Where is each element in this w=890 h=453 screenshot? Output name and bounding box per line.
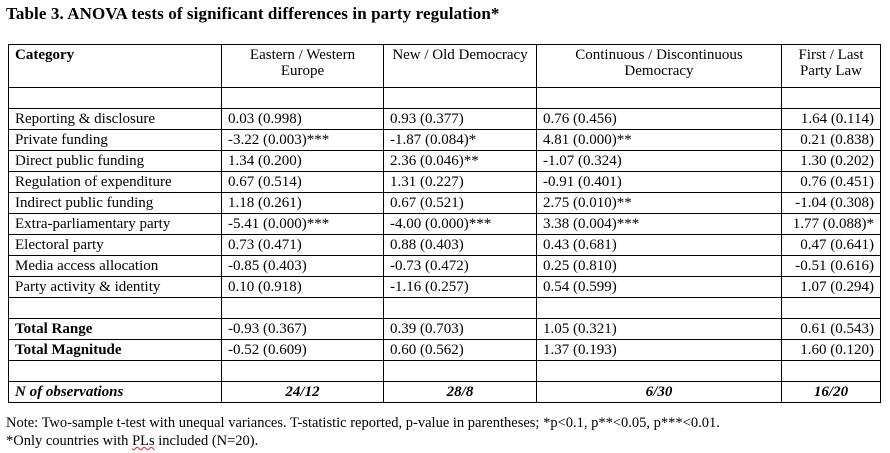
cell-category: Total Magnitude bbox=[8, 339, 222, 361]
cell-new-old: 0.67 (0.521) bbox=[383, 192, 537, 214]
cell-eastern-western: 24/12 bbox=[221, 381, 384, 403]
cell-new-old: -0.73 (0.472) bbox=[383, 255, 537, 277]
cell-first-last: -1.04 (0.308) bbox=[781, 192, 881, 214]
table-row: Reporting & disclosure 0.03 (0.998) 0.93 (… bbox=[8, 108, 881, 130]
cell-first-last: -0.51 (0.616) bbox=[781, 255, 881, 277]
cell-first-last: 1.77 (0.088)* bbox=[781, 213, 881, 235]
cell-category: Private funding bbox=[8, 129, 222, 151]
table-row: Private funding -3.22 (0.003)*** -1.87 (0.… bbox=[8, 129, 881, 151]
cell-continuous: 2.75 (0.010)** bbox=[536, 192, 782, 214]
header-continuous: Continuous / Discontinuous Democracy bbox=[536, 44, 782, 88]
header-category: Category bbox=[8, 44, 222, 88]
cell-first-last: 1.60 (0.120) bbox=[781, 339, 881, 361]
cell-first-last: 0.21 (0.838) bbox=[781, 129, 881, 151]
table-row: Regulation of expenditure 0.67 (0.514) 1.3… bbox=[8, 171, 881, 193]
cell-new-old: 1.31 (0.227) bbox=[383, 171, 537, 193]
table-notes: Note: Two-sample t-test with unequal var… bbox=[6, 414, 720, 450]
cell-eastern-western: -0.52 (0.609) bbox=[221, 339, 384, 361]
cell-eastern-western: -5.41 (0.000)*** bbox=[221, 213, 384, 235]
cell-eastern-western: -0.93 (0.367) bbox=[221, 318, 384, 340]
cell-new-old: 2.36 (0.046)** bbox=[383, 150, 537, 172]
cell-new-old: -4.00 (0.000)*** bbox=[383, 213, 537, 235]
cell-category: Reporting & disclosure bbox=[8, 108, 222, 130]
cell-new-old: 0.39 (0.703) bbox=[383, 318, 537, 340]
cell-category: Party activity & identity bbox=[8, 276, 222, 298]
note-line-2: *Only countries with PLs included (N=20)… bbox=[6, 433, 259, 449]
cell-eastern-western: 0.03 (0.998) bbox=[221, 108, 384, 130]
cell-continuous: 1.37 (0.193) bbox=[536, 339, 782, 361]
spacer-row bbox=[8, 87, 881, 109]
table-row: Media access allocation -0.85 (0.403) -0.7… bbox=[8, 255, 881, 277]
cell-first-last: 0.76 (0.451) bbox=[781, 171, 881, 193]
spacer-row bbox=[8, 297, 881, 319]
cell-continuous: 6/30 bbox=[536, 381, 782, 403]
header-row: Category Eastern / Western Europe New / … bbox=[8, 44, 881, 88]
cell-continuous: 0.76 (0.456) bbox=[536, 108, 782, 130]
spellcheck-word: PLs bbox=[132, 433, 155, 449]
totals-row: Total Range -0.93 (0.367) 0.39 (0.703) 1.05… bbox=[8, 318, 881, 340]
cell-continuous: -0.91 (0.401) bbox=[536, 171, 782, 193]
cell-new-old: 0.93 (0.377) bbox=[383, 108, 537, 130]
cell-first-last: 0.61 (0.543) bbox=[781, 318, 881, 340]
cell-first-last: 0.47 (0.641) bbox=[781, 234, 881, 256]
cell-new-old: 0.88 (0.403) bbox=[383, 234, 537, 256]
observations-row: N of observations 24/12 28/8 6/30 16/20 bbox=[8, 381, 881, 403]
cell-first-last: 1.30 (0.202) bbox=[781, 150, 881, 172]
cell-eastern-western: -0.85 (0.403) bbox=[221, 255, 384, 277]
cell-category: Electoral party bbox=[8, 234, 222, 256]
cell-continuous: 0.54 (0.599) bbox=[536, 276, 782, 298]
cell-continuous: -1.07 (0.324) bbox=[536, 150, 782, 172]
cell-eastern-western: 0.67 (0.514) bbox=[221, 171, 384, 193]
cell-category: Media access allocation bbox=[8, 255, 222, 277]
cell-first-last: 1.07 (0.294) bbox=[781, 276, 881, 298]
cell-first-last: 1.64 (0.114) bbox=[781, 108, 881, 130]
cell-continuous: 0.25 (0.810) bbox=[536, 255, 782, 277]
table-title: Table 3. ANOVA tests of significant diff… bbox=[6, 4, 500, 23]
cell-category: Regulation of expenditure bbox=[8, 171, 222, 193]
cell-continuous: 0.43 (0.681) bbox=[536, 234, 782, 256]
cell-new-old: -1.16 (0.257) bbox=[383, 276, 537, 298]
cell-category: N of observations bbox=[8, 381, 222, 403]
header-eastern-western: Eastern / Western Europe bbox=[221, 44, 384, 88]
cell-new-old: 0.60 (0.562) bbox=[383, 339, 537, 361]
header-new-old: New / Old Democracy bbox=[383, 44, 537, 88]
table-row: Electoral party 0.73 (0.471) 0.88 (0.403) 0… bbox=[8, 234, 881, 256]
cell-category: Indirect public funding bbox=[8, 192, 222, 214]
cell-first-last: 16/20 bbox=[781, 381, 881, 403]
cell-eastern-western: -3.22 (0.003)*** bbox=[221, 129, 384, 151]
cell-category: Extra-parliamentary party bbox=[8, 213, 222, 235]
cell-eastern-western: 1.34 (0.200) bbox=[221, 150, 384, 172]
cell-eastern-western: 0.10 (0.918) bbox=[221, 276, 384, 298]
note-line-1: Note: Two-sample t-test with unequal var… bbox=[6, 415, 720, 431]
cell-new-old: 28/8 bbox=[383, 381, 537, 403]
spacer-row bbox=[8, 360, 881, 382]
cell-continuous: 3.38 (0.004)*** bbox=[536, 213, 782, 235]
table-row: Indirect public funding 1.18 (0.261) 0.67 … bbox=[8, 192, 881, 214]
cell-continuous: 4.81 (0.000)** bbox=[536, 129, 782, 151]
totals-row: Total Magnitude -0.52 (0.609) 0.60 (0.562)… bbox=[8, 339, 881, 361]
cell-eastern-western: 1.18 (0.261) bbox=[221, 192, 384, 214]
cell-category: Total Range bbox=[8, 318, 222, 340]
table-row: Party activity & identity 0.10 (0.918) -1.… bbox=[8, 276, 881, 298]
cell-continuous: 1.05 (0.321) bbox=[536, 318, 782, 340]
table-row: Extra-parliamentary party -5.41 (0.000)**… bbox=[8, 213, 881, 235]
cell-category: Direct public funding bbox=[8, 150, 222, 172]
table-row: Direct public funding 1.34 (0.200) 2.36 (0… bbox=[8, 150, 881, 172]
anova-table: Category Eastern / Western Europe New / … bbox=[8, 44, 881, 403]
header-first-last: First / Last Party Law bbox=[781, 44, 881, 88]
cell-eastern-western: 0.73 (0.471) bbox=[221, 234, 384, 256]
cell-new-old: -1.87 (0.084)* bbox=[383, 129, 537, 151]
